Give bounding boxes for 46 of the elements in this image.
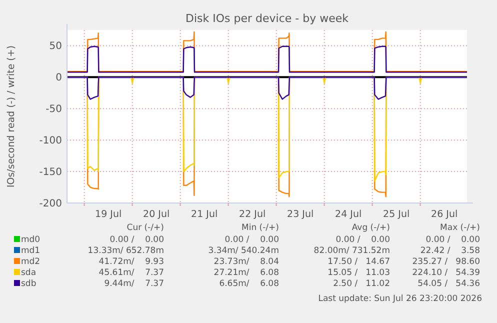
text: 41.72m/ 9.93 bbox=[98, 257, 164, 267]
chart-title: Disk IOs per device - by week bbox=[185, 12, 350, 25]
text: 6.65m/ 6.08 bbox=[219, 279, 279, 289]
x-tick-label: 24 Jul bbox=[335, 209, 362, 220]
text: 0.00 / 0.00 bbox=[110, 235, 164, 245]
text: 13.33m/ 652.78m bbox=[88, 246, 164, 256]
text: 23.73m/ 8.04 bbox=[214, 257, 279, 267]
text: 54.05 / 54.36 bbox=[418, 279, 480, 289]
y-tick-label: -150 bbox=[39, 167, 62, 178]
text: 17.50 / 14.67 bbox=[328, 257, 390, 267]
x-tick-label: 22 Jul bbox=[239, 209, 266, 220]
y-tick-label: -50 bbox=[46, 104, 62, 116]
text: 224.10 / 54.39 bbox=[412, 268, 480, 278]
y-tick-label: -200 bbox=[39, 198, 62, 210]
y-axis-title: IOs/second read (-) / write (+) bbox=[6, 45, 17, 188]
text: 3.34m/ 540.24m bbox=[208, 246, 279, 256]
text: 15.05 / 11.03 bbox=[328, 268, 390, 278]
legend-label: md0 bbox=[21, 235, 40, 245]
text: 27.21m/ 6.08 bbox=[214, 268, 279, 278]
x-tick-label: 20 Jul bbox=[143, 209, 170, 220]
text: Cur (-/+) bbox=[126, 223, 164, 233]
y-tick-label: -100 bbox=[39, 136, 62, 147]
text: 45.61m/ 7.37 bbox=[98, 268, 164, 278]
text: Max (-/+) bbox=[440, 223, 480, 233]
x-tick-label: 23 Jul bbox=[287, 209, 314, 220]
text: 9.44m/ 7.37 bbox=[104, 279, 164, 289]
text: 0.00 / 0.00 bbox=[426, 235, 480, 245]
y-tick-label: 0 bbox=[56, 72, 62, 84]
y-tick-label: 50 bbox=[49, 41, 62, 52]
text: Min (-/+) bbox=[242, 223, 279, 233]
text: Avg (-/+) bbox=[352, 223, 390, 233]
text: 22.42 / 3.58 bbox=[420, 246, 480, 256]
x-tick-label: 26 Jul bbox=[431, 209, 458, 220]
text: 2.50 / 11.02 bbox=[333, 279, 390, 289]
x-tick-label: 21 Jul bbox=[191, 209, 218, 220]
text: 82.00m/ 731.52m bbox=[314, 246, 390, 256]
x-tick-label: 19 Jul bbox=[95, 209, 122, 220]
text: 0.00 / 0.00 bbox=[224, 235, 279, 245]
x-tick-label: 25 Jul bbox=[383, 209, 410, 220]
text: 0.00 / 0.00 bbox=[336, 235, 390, 245]
text: Last update: Sun Jul 26 23:20:00 2026 bbox=[318, 294, 482, 304]
legend-label: sdb bbox=[21, 279, 36, 289]
text: 235.27 / 98.60 bbox=[412, 257, 480, 267]
legend-label: md2 bbox=[21, 257, 40, 267]
legend-label: sda bbox=[21, 268, 36, 278]
legend-label: md1 bbox=[21, 246, 40, 256]
